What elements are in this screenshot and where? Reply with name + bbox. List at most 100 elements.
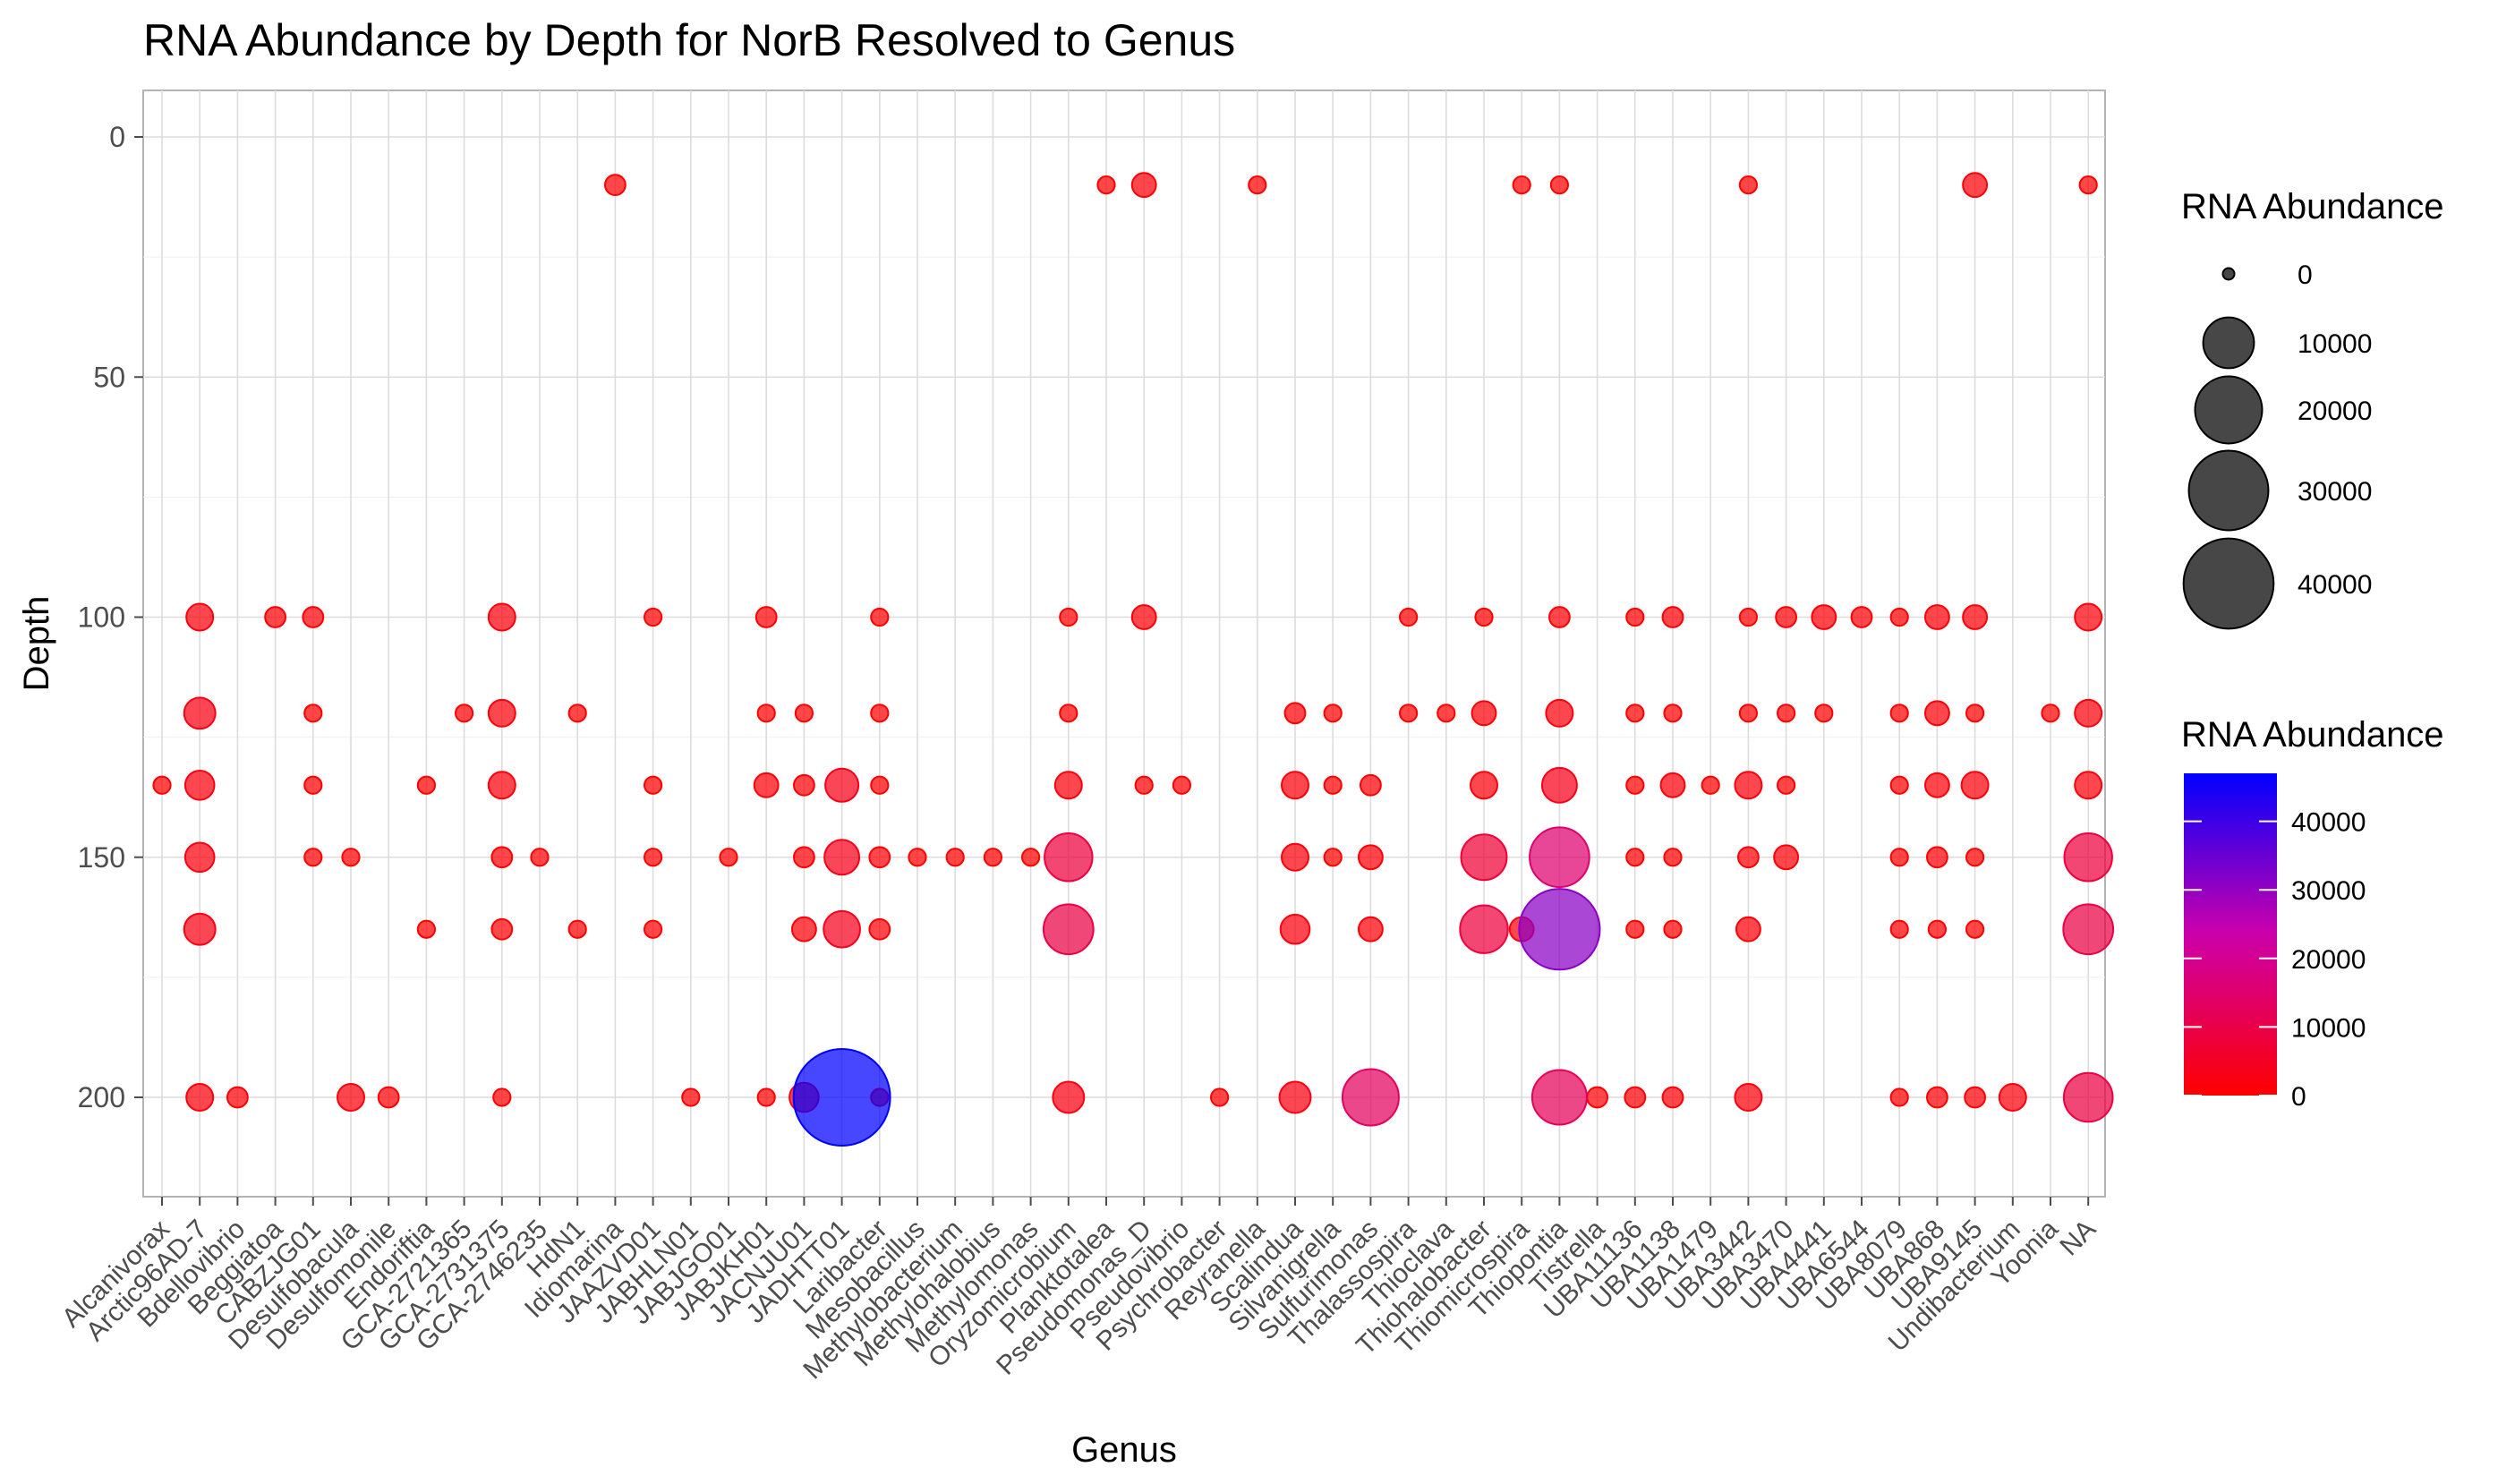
data-point xyxy=(1283,702,1307,725)
plot-panel xyxy=(142,90,2115,1198)
data-point xyxy=(487,698,516,728)
data-point xyxy=(1130,172,1157,199)
data-point xyxy=(1357,916,1384,942)
data-point xyxy=(1360,773,1382,797)
data-point xyxy=(1738,607,1758,627)
data-point xyxy=(264,606,286,628)
data-point xyxy=(341,848,361,867)
size-legend-label: 0 xyxy=(2298,260,2313,290)
data-point xyxy=(567,919,587,939)
data-point xyxy=(1927,919,1947,939)
data-point xyxy=(1059,704,1078,723)
data-point xyxy=(1777,775,1796,795)
y-tick-label: 0 xyxy=(109,121,125,153)
data-point xyxy=(303,775,323,795)
x-tick-label: NA xyxy=(2054,1215,2102,1262)
x-axis-ticks: AlcanivoraxArctic96AD-7BdellovibrioBeggi… xyxy=(56,1197,2102,1385)
data-point xyxy=(868,846,891,869)
data-point xyxy=(1625,848,1645,867)
data-point xyxy=(1323,775,1343,795)
data-point xyxy=(226,1086,249,1109)
data-point xyxy=(416,775,436,795)
data-point xyxy=(870,775,890,795)
data-point xyxy=(1357,844,1384,871)
data-point xyxy=(2062,903,2115,956)
data-point xyxy=(870,704,890,723)
data-point xyxy=(2041,704,2060,723)
data-point xyxy=(1540,766,1578,804)
data-point xyxy=(1470,771,1498,800)
data-point xyxy=(983,848,1002,867)
data-point xyxy=(1625,919,1645,939)
data-point xyxy=(1889,607,1909,627)
data-point xyxy=(1281,842,1309,872)
data-point xyxy=(1518,888,1601,971)
data-point xyxy=(1044,832,1094,883)
plot-panel-border xyxy=(142,90,2106,1198)
data-point xyxy=(487,602,516,632)
data-point xyxy=(868,917,891,941)
data-point xyxy=(644,775,663,795)
data-point xyxy=(1279,913,1311,945)
chart-title: RNA Abundance by Depth for NorB Resolved… xyxy=(143,15,1235,65)
data-point xyxy=(1661,1086,1684,1109)
data-point xyxy=(1210,1087,1230,1107)
size-legend: RNA Abundance 0 10000 20000 30000 40000 xyxy=(2181,187,2444,630)
y-tick-label: 150 xyxy=(78,841,125,874)
y-tick-label: 50 xyxy=(93,361,125,393)
data-point xyxy=(492,1087,512,1107)
data-point xyxy=(455,704,474,723)
data-point xyxy=(152,775,172,795)
data-point xyxy=(1889,775,1909,795)
color-legend-label: 10000 xyxy=(2291,1013,2366,1043)
data-point xyxy=(1460,833,1508,882)
data-point xyxy=(1625,775,1645,795)
data-point xyxy=(1962,604,1989,630)
data-point xyxy=(1625,704,1645,723)
data-point xyxy=(1923,700,1950,727)
data-point xyxy=(823,909,861,949)
data-point xyxy=(1663,919,1683,939)
y-axis-ticks: 0 50 100 150 200 xyxy=(78,121,143,1113)
data-point xyxy=(1735,916,1761,942)
data-point xyxy=(1850,606,1873,628)
data-point xyxy=(1889,1087,1909,1107)
y-tick-label: 100 xyxy=(78,601,125,634)
data-point xyxy=(2078,175,2098,195)
data-point xyxy=(2062,1071,2114,1123)
color-legend-label: 30000 xyxy=(2291,876,2366,906)
data-point xyxy=(490,917,514,941)
data-point xyxy=(183,912,217,946)
size-legend-key xyxy=(2194,375,2264,445)
data-point xyxy=(1965,704,1985,723)
data-point xyxy=(756,704,776,723)
data-point xyxy=(490,846,514,869)
data-point xyxy=(719,848,738,867)
data-point xyxy=(1021,848,1041,867)
data-point xyxy=(2063,832,2113,883)
data-point xyxy=(1341,1068,1400,1127)
data-point xyxy=(644,848,663,867)
data-point xyxy=(303,704,323,723)
data-point xyxy=(1549,175,1569,195)
data-point xyxy=(1529,826,1590,889)
data-point xyxy=(185,602,215,632)
data-point xyxy=(377,1086,400,1109)
data-point xyxy=(1701,775,1720,795)
data-point xyxy=(870,607,890,627)
data-point xyxy=(1923,772,1950,798)
data-point xyxy=(1052,1080,1086,1114)
data-point xyxy=(1964,1086,1986,1109)
data-point xyxy=(1059,607,1078,627)
data-point xyxy=(1530,1069,1588,1126)
size-legend-key xyxy=(2221,267,2236,281)
data-point xyxy=(1738,704,1758,723)
data-point xyxy=(1775,606,1797,628)
data-point xyxy=(1926,846,1948,869)
data-point xyxy=(1134,775,1154,795)
data-point xyxy=(1889,919,1909,939)
data-point xyxy=(753,772,780,798)
data-point xyxy=(2074,698,2103,728)
size-legend-label: 40000 xyxy=(2298,570,2372,600)
